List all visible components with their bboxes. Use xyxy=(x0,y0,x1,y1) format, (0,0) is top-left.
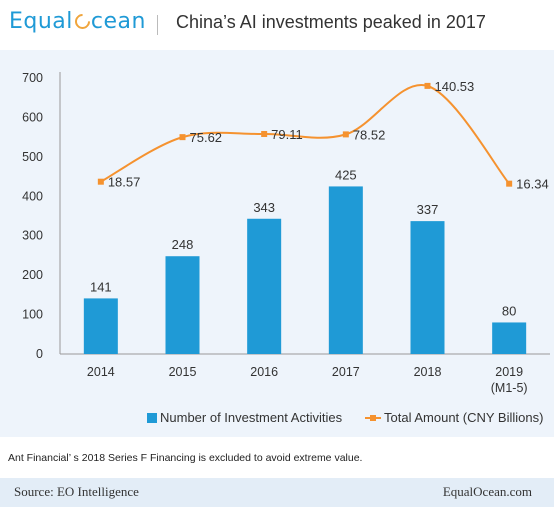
header: Equal cean China’s AI investments peaked … xyxy=(0,0,554,50)
x-tick-label: 2015 xyxy=(169,365,197,379)
line-data-label: 78.52 xyxy=(353,127,386,142)
y-tick-label: 700 xyxy=(22,71,43,85)
bar-data-label: 425 xyxy=(335,167,357,182)
bar-data-label: 343 xyxy=(253,200,275,215)
line-data-label: 75.62 xyxy=(190,130,223,145)
y-tick-label: 400 xyxy=(22,189,43,203)
logo-o-mark xyxy=(71,10,94,33)
chart-title: China’s AI investments peaked in 2017 xyxy=(176,12,486,32)
y-tick-label: 200 xyxy=(22,268,43,282)
header-divider xyxy=(157,15,158,35)
brand-logo: Equal cean xyxy=(9,9,146,34)
line-marker xyxy=(342,131,349,138)
combo-chart: 0 100 200 300 400 500 600 700 141 248 343 425 337 80 2… xyxy=(22,71,550,425)
y-tick-label: 600 xyxy=(22,110,43,124)
x-tick-label: (M1-5) xyxy=(491,381,528,395)
footer-bar: Source: EO Intelligence EqualOcean.com xyxy=(0,478,554,507)
line-marker xyxy=(97,178,104,185)
line-series-path xyxy=(100,83,510,185)
y-tick-label: 0 xyxy=(36,347,43,361)
bar-data-label: 141 xyxy=(90,279,112,294)
y-tick-label: 500 xyxy=(22,150,43,164)
bar xyxy=(247,218,282,354)
legend-label-bars: Number of Investment Activities xyxy=(160,410,343,425)
legend-label-line: Total Amount (CNY Billions) xyxy=(384,410,543,425)
x-tick-label: 2017 xyxy=(332,365,360,379)
footnote: Ant Financial’ s 2018 Series F Financing… xyxy=(8,452,363,464)
x-tick-label: 2018 xyxy=(414,365,442,379)
bar-data-label: 337 xyxy=(417,202,439,217)
line-marker xyxy=(506,180,513,187)
legend-swatch-marker xyxy=(370,415,376,421)
x-tick-label: 2019 xyxy=(495,365,523,379)
line-data-label: 18.57 xyxy=(108,175,141,190)
y-tick-label: 100 xyxy=(22,308,43,322)
site-link[interactable]: EqualOcean.com xyxy=(442,484,532,499)
legend-swatch-bars xyxy=(147,413,157,423)
line-marker xyxy=(261,130,268,137)
bar xyxy=(410,221,445,354)
line-data-label: 16.34 xyxy=(516,177,549,192)
x-tick-label: 2014 xyxy=(87,365,115,379)
bar xyxy=(328,186,363,354)
line-marker xyxy=(179,134,186,141)
line-data-label: 140.53 xyxy=(435,79,475,94)
source-text: Source: EO Intelligence xyxy=(14,484,139,499)
line-data-label: 79.11 xyxy=(271,127,303,142)
bar-data-label: 80 xyxy=(502,303,516,318)
x-tick-label: 2016 xyxy=(250,365,278,379)
line-marker xyxy=(424,82,431,89)
bar-data-label: 248 xyxy=(172,237,194,252)
bar xyxy=(165,256,200,354)
bar xyxy=(492,322,527,354)
y-tick-label: 300 xyxy=(22,229,43,243)
bar xyxy=(83,298,118,354)
